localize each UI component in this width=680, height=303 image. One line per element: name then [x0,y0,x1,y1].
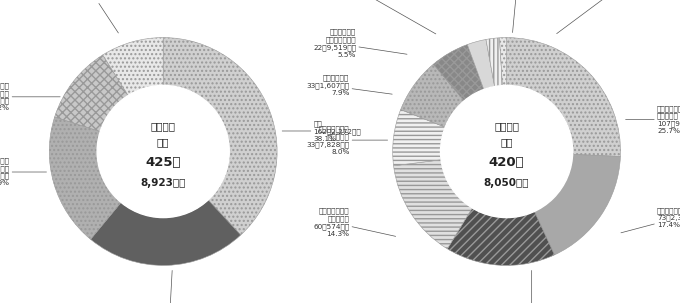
Text: 特定事業のための
国や県からの補助金など
80億3,871万円
18.9%: 特定事業のための 国や県からの補助金など 80億3,871万円 18.9% [0,158,46,186]
Wedge shape [90,200,241,265]
Wedge shape [54,55,128,132]
Text: 歳出: 歳出 [500,137,513,147]
Wedge shape [49,117,121,239]
Text: 一般会計: 一般会計 [494,122,519,132]
Text: 道路や市街地の
整備などに
60億574万円
14.3%: 道路や市街地の 整備などに 60億574万円 14.3% [313,208,396,237]
Text: 425億: 425億 [146,156,181,169]
Text: 8,050万円: 8,050万円 [484,178,529,188]
Text: その他
4億1,771万円
1.0%: その他 4億1,771万円 1.0% [557,0,639,34]
Circle shape [97,85,229,218]
Wedge shape [103,38,163,95]
Text: 歳入: 歳入 [157,137,169,147]
Text: 自治体間の税収不均衡
などを調整するための
国からの交付金
（地方交付税）など
97億7,980万円
22.9%: 自治体間の税収不均衡 などを調整するための 国からの交付金 （地方交付税）など … [147,271,191,303]
Text: 福祉サービスの
提供などに
107億9,551万円
25.7%: 福祉サービスの 提供などに 107億9,551万円 25.7% [626,105,680,134]
Wedge shape [163,38,277,235]
Text: 農林水産業の
振興のために
8億2,223万円
1.9%: 農林水産業の 振興のために 8億2,223万円 1.9% [498,0,537,32]
Wedge shape [507,38,621,157]
Text: 420億: 420億 [489,156,524,169]
Text: 保健医療やごみ
処理などに
33億7,828万円
8.0%: 保健医療やごみ 処理などに 33億7,828万円 8.0% [306,126,388,155]
Text: 商工業の振興のために
11億3,892万円
2.7%: 商工業の振興のために 11億3,892万円 2.7% [332,0,436,34]
Wedge shape [534,155,620,255]
Text: 借入金（市債）
37億8,270万円
8.9%: 借入金（市債） 37億8,270万円 8.9% [69,0,118,33]
Circle shape [441,85,573,218]
Wedge shape [394,160,472,249]
Text: 借入金の返済に
73億2,362万円
17.4%: 借入金の返済に 73億2,362万円 17.4% [621,207,680,233]
Text: 8,923万円: 8,923万円 [141,178,186,188]
Wedge shape [392,110,445,166]
Text: 教育の充実に
33億1,607万円
7.9%: 教育の充実に 33億1,607万円 7.9% [306,75,392,96]
Wedge shape [467,39,494,89]
Wedge shape [433,45,484,101]
Wedge shape [401,64,464,127]
Text: コミュニティ
や広域行政の
推進などに
65億8,723万円
15.6%: コミュニティ や広域行政の 推進などに 65億8,723万円 15.6% [510,271,554,303]
Text: 市税
162億2,272万円
38.1%: 市税 162億2,272万円 38.1% [282,120,361,142]
Wedge shape [486,38,503,87]
Wedge shape [447,208,554,265]
Wedge shape [499,38,507,85]
Text: 一般会計: 一般会計 [151,122,175,132]
Text: 消防、救急や
防災対策などに
22億9,519万円
5.5%: 消防、救急や 防災対策などに 22億9,519万円 5.5% [313,29,407,58]
Text: 基金の取り崩しや
手数料など
47億6,530万円
11.2%: 基金の取り崩しや 手数料など 47億6,530万円 11.2% [0,82,60,111]
